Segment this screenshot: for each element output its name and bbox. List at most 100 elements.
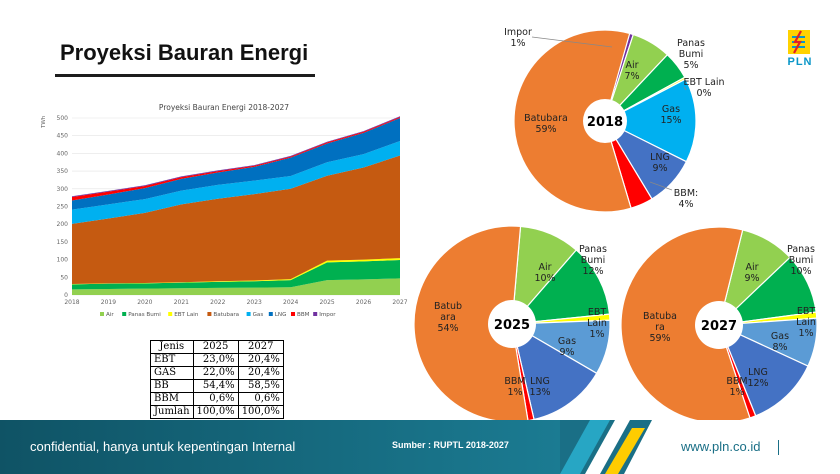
pln-logo-icon xyxy=(788,30,810,54)
area-xtick-label: 2019 xyxy=(101,299,116,306)
pie-2025-label-lng: LNG 13% xyxy=(529,376,550,398)
area-xtick-label: 2025 xyxy=(319,299,334,306)
table-cell: 20,4% xyxy=(237,366,284,380)
table-row: BB 54,4% 58,5% xyxy=(150,379,284,393)
legend-swatch xyxy=(100,312,104,316)
area-ytick-label: 350 xyxy=(57,168,69,175)
area-series-batubara xyxy=(72,155,400,285)
table-cell: 100,0% xyxy=(192,405,239,419)
table-cell: 100,0% xyxy=(237,405,284,419)
pie-2027-label-ebt-lain: EBT Lain 1% xyxy=(796,306,816,339)
table-cell: GAS xyxy=(150,366,194,380)
pie-2018-label-impor: Impor 1% xyxy=(504,27,532,49)
pie-2027-label-batubara: Batuba ra 59% xyxy=(643,311,677,344)
legend-item-ebt-lain: EBT Lain xyxy=(168,312,199,318)
footer-white-band xyxy=(660,420,840,474)
table-row: Jumlah 100,0% 100,0% xyxy=(150,405,284,419)
table-header-row: Jenis 2025 2027 xyxy=(150,340,284,354)
table-cell: 22,0% xyxy=(192,366,239,380)
leader-line-ebt-lain xyxy=(683,86,687,91)
pie-2025-label-batubara: Batub ara 54% xyxy=(434,301,462,334)
legend-label: BBM xyxy=(297,312,310,318)
pie-2018-slice-batubara xyxy=(513,29,632,213)
legend-item-batubara: Batubara xyxy=(207,312,239,318)
pie-2018-label-batubara: Batubara 59% xyxy=(524,113,568,135)
table-row: BBM 0,6% 0,6% xyxy=(150,392,284,406)
table-header-cell: 2027 xyxy=(237,340,284,354)
area-series-panas-bumi xyxy=(72,259,400,290)
pie-2025-label-ebt-lain: EBT Lain 1% xyxy=(587,307,607,340)
pie-2025-slice-batubara xyxy=(413,225,529,423)
area-ytick-label: 500 xyxy=(57,115,69,122)
legend-label: Panas Bumi xyxy=(128,312,161,318)
area-chart-layers xyxy=(72,116,400,295)
legend-label: EBT Lain xyxy=(174,312,199,318)
leader-line-bbm xyxy=(649,181,673,191)
pie-2025-label-bbm: BBM 1% xyxy=(504,376,525,398)
footer-divider xyxy=(778,440,779,455)
pie-2025-slice-lng xyxy=(511,322,598,421)
area-xtick-label: 2022 xyxy=(210,299,225,306)
pie-2025-slice-panas-bumi xyxy=(510,249,611,325)
area-ytick-label: 150 xyxy=(57,239,69,246)
pie-2018-label-panas-bumi: Panas Bumi 5% xyxy=(677,38,705,71)
table-body: EBT 23,0% 20,4% GAS 22,0% 20,4% BB 54,4% 58,5% BB… xyxy=(150,353,284,419)
legend-swatch xyxy=(313,312,318,316)
pie-2018-label-bbm: BBM: 4% xyxy=(674,188,698,210)
area-ytick-label: 50 xyxy=(60,274,68,281)
area-ytick-label: 400 xyxy=(57,150,69,157)
area-xtick-label: 2021 xyxy=(174,299,189,306)
pie-2018-hole xyxy=(583,99,627,143)
website-link[interactable]: www.pln.co.id xyxy=(681,439,761,454)
area-xtick-label: 2024 xyxy=(283,299,298,306)
legend-label: Impor xyxy=(319,312,336,318)
area-ytick-label: 300 xyxy=(57,186,69,193)
area-xtick-label: 2018 xyxy=(64,299,79,306)
pie-2018: 2018 Impor 1% Air 7% Panas Bumi 5% EBT Lain 0%Gas… xyxy=(504,27,725,213)
pie-2025-center-label: 2025 xyxy=(494,318,530,333)
legend-swatch xyxy=(207,312,212,316)
pie-2018-slice-gas xyxy=(603,78,697,163)
area-chart-yticks: 0 50 100 150 200 250 300 350 400 450 500 xyxy=(57,115,69,299)
area-xtick-label: 2023 xyxy=(247,299,262,306)
pie-2025-label-panas-bumi: Panas Bumi 12% xyxy=(579,244,607,277)
page-title: Proyeksi Bauran Energi xyxy=(60,40,309,65)
legend-item-gas: Gas xyxy=(246,312,264,318)
area-ytick-label: 200 xyxy=(57,221,69,228)
table-cell: 23,0% xyxy=(192,353,239,367)
pie-2027: 2027 Air 9% Panas Bumi 10% EBT Lain 1% Gas 8%LNG 12… xyxy=(620,226,818,424)
logo-text: PLN xyxy=(787,56,813,68)
legend-swatch xyxy=(291,312,295,316)
table-cell: 58,5% xyxy=(237,379,284,393)
leader-line-impor xyxy=(531,36,613,48)
legend-item-lng: LNG xyxy=(268,312,287,318)
pie-2025-hole xyxy=(488,300,536,348)
legend-label: Batubara xyxy=(213,312,239,318)
area-chart: Proyeksi Bauran Energi 2018-2027 TWh 0 50… xyxy=(41,103,408,318)
area-xtick-label: 2027 xyxy=(392,299,407,306)
legend-swatch xyxy=(268,312,273,316)
legend-label: Gas xyxy=(253,312,264,318)
area-ytick-label: 0 xyxy=(64,292,68,299)
area-series-gas xyxy=(72,141,400,224)
legend-item-impor: Impor xyxy=(313,312,336,318)
legend-item-panas-bumi: Panas Bumi xyxy=(122,312,161,318)
pie-2027-center-label: 2027 xyxy=(701,319,737,334)
table-cell: BB xyxy=(150,379,194,393)
footer-stripes-icon xyxy=(560,420,680,474)
legend-label: LNG xyxy=(275,312,287,318)
area-series-ebt-lain xyxy=(72,258,400,285)
table-row: EBT 23,0% 20,4% xyxy=(150,353,284,367)
footer-dark-band xyxy=(0,420,560,474)
pie-2027-label-gas: Gas 8% xyxy=(771,331,789,353)
energy-mix-table: Jenis 2025 2027 EBT 23,0% 20,4% GAS 22,0% 20,4%… xyxy=(150,340,284,419)
pie-2018-label-ebt-lain: EBT Lain 0% xyxy=(683,77,724,99)
pie-2027-label-air: Air 9% xyxy=(744,262,759,284)
pie-2027-label-lng: LNG 12% xyxy=(747,367,768,389)
table-cell: 54,4% xyxy=(192,379,239,393)
pie-2027-label-bbm: BBM 1% xyxy=(726,376,747,398)
legend-item-air: Air xyxy=(100,312,114,318)
table-cell: EBT xyxy=(150,353,194,367)
area-ytick-label: 250 xyxy=(57,204,69,211)
